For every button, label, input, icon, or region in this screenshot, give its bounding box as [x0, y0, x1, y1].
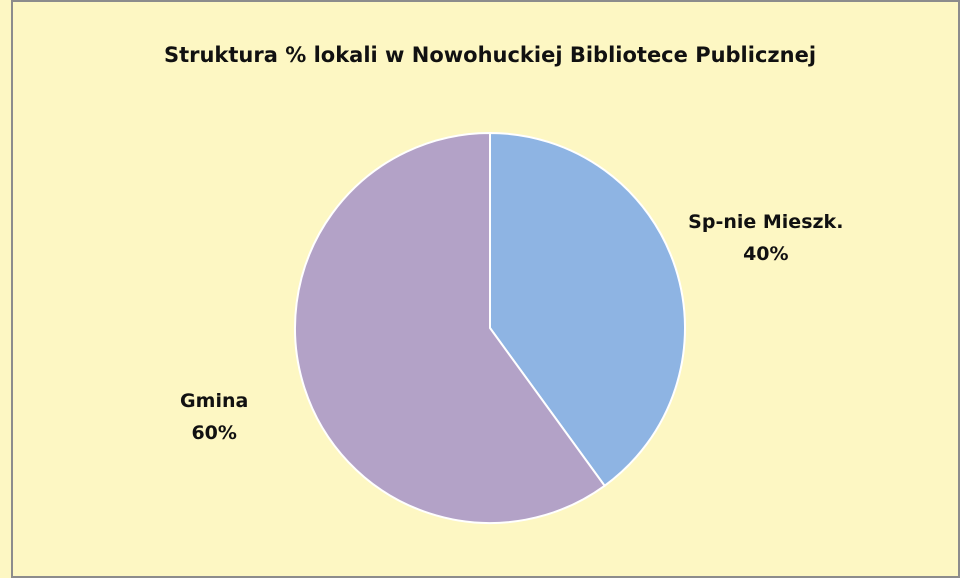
chart-border	[11, 0, 960, 578]
slice-label: Gmina	[180, 390, 248, 412]
slice-label: Sp-nie Mieszk.	[688, 211, 843, 233]
pie-slice	[489, 131, 686, 488]
slice-value-label: 60%	[191, 422, 236, 444]
slice-value-label: 40%	[743, 243, 788, 265]
chart-title: Struktura % lokali w Nowohuckiej Bibliot…	[164, 43, 816, 67]
pie-slice	[294, 131, 607, 524]
